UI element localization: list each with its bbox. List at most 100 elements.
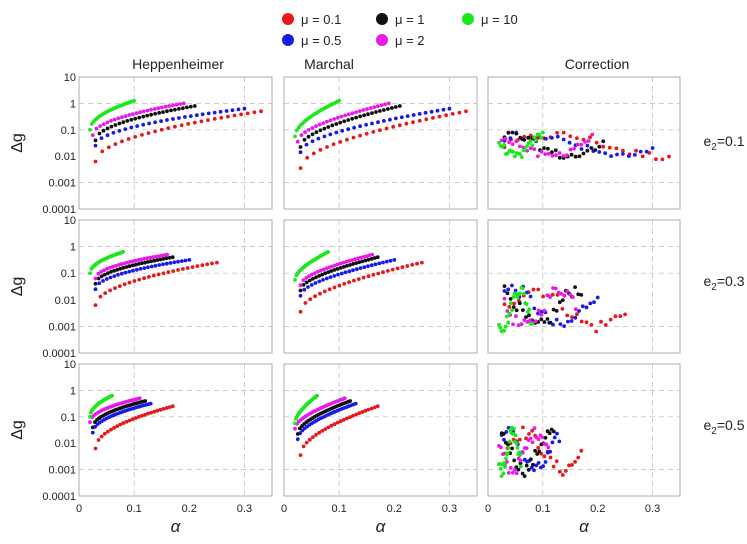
data-point [328,132,333,137]
data-point [584,320,589,325]
data-point [314,275,318,280]
data-point [320,272,325,277]
data-point [160,105,164,110]
data-point [105,133,110,138]
data-point [161,262,165,267]
data-point [502,143,507,147]
panel-frame [487,76,681,210]
data-point [157,263,162,267]
data-point [499,445,503,450]
data-point [342,119,347,124]
data-point [595,295,600,300]
data-point [533,448,537,453]
data-point [103,291,108,295]
data-point [146,265,150,270]
data-point [93,143,98,148]
data-point [375,404,380,409]
data-point [548,295,552,299]
data-point [93,159,98,164]
data-point [122,261,127,266]
data-point [522,138,527,142]
data-point [325,145,329,149]
data-point [502,461,507,465]
data-point [323,427,328,431]
data-point [527,432,531,436]
data-point [417,118,422,123]
data-point [547,431,552,436]
data-point [165,109,169,114]
data-point [158,407,163,412]
data-point [644,149,649,154]
data-point [550,440,555,445]
data-point [293,426,297,431]
data-point [354,261,358,265]
data-point [358,124,362,129]
data-point [155,258,160,262]
data-point [320,429,325,433]
data-point [138,110,143,115]
data-point [618,314,623,319]
data-point [99,274,104,279]
data-point [142,256,147,261]
data-point [392,258,397,262]
data-point [123,270,128,275]
data-point [88,271,92,276]
data-point [170,255,175,260]
data-point [374,110,378,114]
data-point [501,432,506,436]
data-point [304,142,309,147]
data-point [404,121,409,126]
data-point [102,431,107,436]
data-point [212,110,217,115]
data-point [168,261,173,265]
data-point [511,295,516,299]
data-point [130,112,135,116]
data-point [343,113,347,118]
data-point [346,118,351,122]
data-point [304,276,309,280]
data-point [94,126,99,131]
data-point [345,264,349,268]
data-point [113,264,118,268]
data-point [530,322,534,326]
row-label-subscript: 2 [711,282,717,293]
data-point [183,258,188,263]
data-point [324,266,329,271]
data-point [514,308,519,313]
data-point [369,406,374,411]
data-point [339,114,344,119]
data-point [117,129,122,133]
data-point [507,305,512,309]
data-point [441,107,446,112]
data-point [457,110,462,115]
data-point [519,322,524,327]
data-point [93,138,98,143]
data-point [143,399,148,403]
data-point [391,124,396,129]
data-point [185,105,189,110]
row-label-prefix: e [704,417,712,433]
data-point [541,130,545,135]
data-point [93,281,98,286]
data-point [112,274,117,278]
data-point [569,319,574,323]
data-point [579,319,584,324]
data-point [167,255,172,260]
data-point [514,131,519,136]
data-point [515,446,520,450]
data-point [528,139,533,144]
data-point [568,147,573,152]
data-point [444,113,448,118]
data-point [533,319,538,324]
panel [283,76,478,210]
data-point [159,119,164,123]
data-point [325,119,329,124]
data-point [141,114,146,119]
data-point [397,123,402,128]
data-point [557,439,562,444]
data-point [553,148,558,153]
data-point [298,166,303,171]
data-point [542,146,546,151]
panel-frame [78,363,273,497]
